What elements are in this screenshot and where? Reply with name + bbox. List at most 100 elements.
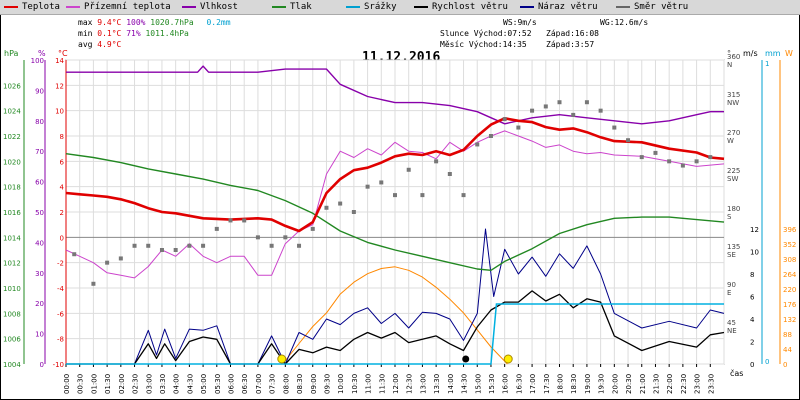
direction-tick-label: 270 <box>727 129 740 137</box>
sun-marker <box>277 354 287 364</box>
direction-tick-label: 135 <box>727 243 740 251</box>
pressure-tick-label: 1016 <box>3 209 21 217</box>
humidity-unit: % <box>38 49 46 58</box>
wind-direction-point <box>269 243 274 248</box>
wind-direction-point <box>626 138 631 143</box>
stat-max-press: 1020.7hPa <box>150 18 194 27</box>
wind-direction-point <box>639 155 644 160</box>
temperature-tick-label: 4 <box>60 184 65 192</box>
pressure-tick-label: 1012 <box>3 260 21 268</box>
stat-min-label: min <box>78 29 93 38</box>
legend-swatch <box>182 5 196 8</box>
legend-swatch <box>272 5 286 8</box>
direction-tick-dir: NW <box>727 99 739 107</box>
legend-label: Teplota <box>22 2 60 12</box>
x-tick-label: 12:00 <box>392 374 400 394</box>
legend-label: Směr větru <box>634 2 689 12</box>
wind-direction-point <box>283 235 288 240</box>
x-tick-label: 01:30 <box>104 374 112 394</box>
wind-direction-point <box>461 193 466 198</box>
wind-direction-point <box>584 100 589 105</box>
direction-tick-dir: SE <box>727 251 736 259</box>
temperature-tick-label: 6 <box>60 158 65 166</box>
wind-unit: m/s <box>743 49 758 58</box>
x-tick-label: 18:30 <box>570 374 578 394</box>
rain-line <box>66 303 724 365</box>
radiation-line <box>282 266 508 365</box>
wind-direction-point <box>146 243 151 248</box>
x-tick-label: 07:30 <box>269 374 277 394</box>
radiation-tick-label: 396 <box>783 226 797 234</box>
radiation-tick-label: 352 <box>783 241 796 249</box>
humidity-tick-label: 50 <box>35 209 44 217</box>
wind-direction-point <box>571 112 576 117</box>
wind-direction-point <box>598 108 603 113</box>
pressure-tick-label: 1024 <box>3 108 21 116</box>
pressure-tick-label: 1006 <box>3 336 21 344</box>
stat-wind-speed: WS:9m/s <box>503 18 537 27</box>
wind-direction-point <box>72 252 77 257</box>
radiation-tick-label: 88 <box>783 331 792 339</box>
legend-item-2: Vlhkost <box>182 2 238 12</box>
rain-tick-label: 1 <box>765 60 769 68</box>
x-tick-label: 06:30 <box>241 374 249 394</box>
pressure-tick-label: 1022 <box>3 133 21 141</box>
wind-direction-point <box>324 205 329 210</box>
wind-direction-point <box>502 117 507 122</box>
x-tick-label: 23:30 <box>707 374 715 394</box>
wind-direction-point <box>297 243 302 248</box>
stat-min-row: min 0.1°C 71% 1011.4hPa <box>78 29 189 38</box>
humidity-line <box>66 65 724 125</box>
wind-direction-point <box>420 193 425 198</box>
radiation-tick-label: 176 <box>783 301 797 309</box>
x-tick-label: 15:00 <box>474 374 482 394</box>
wind-direction-point <box>91 281 96 286</box>
legend-label: Rychlost větru <box>432 2 508 12</box>
wind-direction-point <box>228 218 233 223</box>
wind-direction-point <box>612 125 617 130</box>
direction-tick-dir: N <box>727 61 732 69</box>
direction-tick-dir: E <box>727 289 731 297</box>
wind-direction-point <box>310 226 315 231</box>
x-tick-label: 12:30 <box>406 374 414 394</box>
wind-tick-label: 10 <box>750 249 759 257</box>
humidity-tick-label: 40 <box>35 239 44 247</box>
direction-tick-label: 180 <box>727 205 740 213</box>
temperature-tick-label: -6 <box>57 310 65 318</box>
radiation-unit: W <box>785 49 793 58</box>
x-tick-label: 00:30 <box>77 374 85 394</box>
wind-direction-point <box>118 256 123 261</box>
humidity-tick-label: 30 <box>35 270 44 278</box>
wind-tick-label: 6 <box>750 294 755 302</box>
x-tick-label: 23:00 <box>694 374 702 394</box>
x-tick-label: 03:00 <box>145 374 153 394</box>
wind-direction-point <box>132 243 137 248</box>
x-tick-label: 02:30 <box>132 374 140 394</box>
wind-direction-point <box>173 248 178 252</box>
temperature-unit: °C <box>58 49 68 58</box>
wind-direction-point <box>475 142 480 147</box>
legend-swatch <box>414 5 428 8</box>
temperature-tick-label: -4 <box>57 285 65 293</box>
humidity-tick-label: 20 <box>35 300 44 308</box>
x-tick-label: 14:30 <box>461 374 469 394</box>
radiation-tick-label: 132 <box>783 316 796 324</box>
legend-bar: Teplota Přízemní teplota Vlhkost Tlak Srážky… <box>0 0 800 15</box>
x-tick-label: 09:00 <box>310 374 318 394</box>
wind-direction-point <box>530 108 535 113</box>
radiation-tick-label: 308 <box>783 256 796 264</box>
wind-tick-label: 0 <box>750 361 754 369</box>
legend-item-6: Náraz větru <box>520 2 598 12</box>
temperature-tick-label: 10 <box>55 108 64 116</box>
legend-item-3: Tlak <box>272 2 312 12</box>
legend-item-4: Srážky <box>346 2 397 12</box>
temperature-tick-label: -8 <box>57 336 64 344</box>
pressure-unit: hPa <box>4 49 19 58</box>
pressure-tick-label: 1018 <box>3 184 21 192</box>
humidity-tick-label: 10 <box>35 331 44 339</box>
wind-tick-label: 4 <box>750 316 755 324</box>
pressure-tick-label: 1004 <box>3 361 21 369</box>
direction-tick-dir: W <box>727 137 734 145</box>
x-tick-label: 09:30 <box>323 374 331 394</box>
pressure-tick-label: 1020 <box>3 158 21 166</box>
